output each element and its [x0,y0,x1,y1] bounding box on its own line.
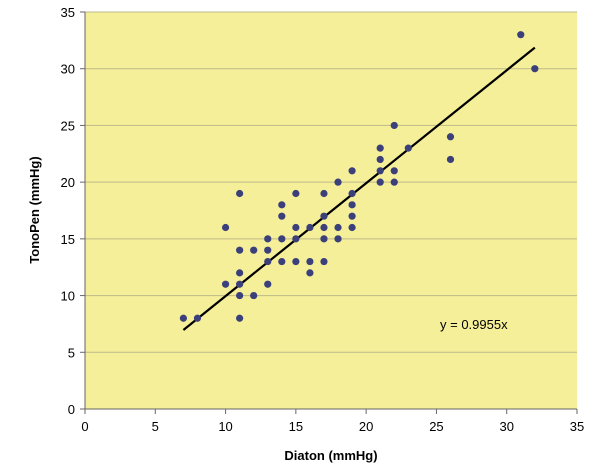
data-point [193,314,202,322]
data-point [334,178,342,186]
y-tick-labels: 0 5 10 15 20 25 30 35 [61,5,85,417]
data-point [348,189,356,198]
x-tick-label: 35 [570,419,584,434]
data-point [264,280,272,288]
data-point [264,235,272,243]
data-point [390,167,398,175]
data-points [179,31,539,322]
data-point [292,235,300,243]
axes [84,12,577,410]
data-point [236,269,244,277]
data-point [320,223,328,232]
data-point [292,189,300,198]
data-point [250,291,258,300]
data-point [236,314,244,322]
x-tick-label: 5 [152,419,159,434]
data-point [320,189,328,198]
data-point [236,280,244,288]
x-axis-title: Diaton (mmHg) [284,448,377,463]
data-point [278,257,286,266]
data-point [348,212,356,220]
x-tick-label: 20 [359,419,373,434]
data-point [334,223,342,232]
data-point [404,144,412,152]
x-tick-label: 15 [289,419,303,434]
data-point [278,212,286,220]
data-point [320,235,328,243]
data-point [278,201,286,209]
data-point [221,280,230,288]
data-point [376,144,384,152]
y-tick-label: 25 [61,118,75,133]
y-tick-label: 35 [61,5,75,20]
data-point [179,314,187,322]
data-point [292,223,300,232]
data-point [376,178,384,186]
y-tick-label: 0 [68,402,75,417]
y-tick-label: 30 [61,62,75,77]
x-tick-label: 0 [81,419,88,434]
data-point [531,65,539,73]
data-point [306,223,314,232]
data-point [306,269,314,277]
x-tick-label: 30 [499,419,513,434]
data-point [446,133,455,141]
trendline-equation: y = 0.9955x [440,317,508,332]
data-point [320,212,328,220]
x-tick-labels: 0 5 10 15 20 25 30 35 [81,409,584,434]
data-point [376,167,384,175]
data-point [390,121,398,130]
data-point [348,223,356,232]
data-point [517,31,525,39]
data-point [348,201,356,209]
data-point [390,178,398,186]
y-axis-title: TonoPen (mmHg) [27,156,42,263]
data-point [250,246,258,254]
data-point [292,257,300,266]
data-point [264,257,272,266]
x-tick-label: 25 [429,419,443,434]
data-point [446,155,455,164]
data-point [236,189,244,198]
data-point [334,235,342,243]
data-point [376,155,384,164]
x-tick-label: 10 [218,419,232,434]
data-point [236,291,244,300]
grid-lines [85,11,577,353]
data-point [278,235,286,243]
y-tick-label: 20 [61,175,75,190]
data-point [306,257,314,266]
data-point [264,246,272,254]
data-point [221,223,230,232]
y-tick-label: 15 [61,232,75,247]
y-tick-label: 10 [61,289,75,304]
data-point [236,246,244,254]
data-point [348,167,356,175]
y-tick-label: 5 [68,345,75,360]
data-point [320,257,328,266]
